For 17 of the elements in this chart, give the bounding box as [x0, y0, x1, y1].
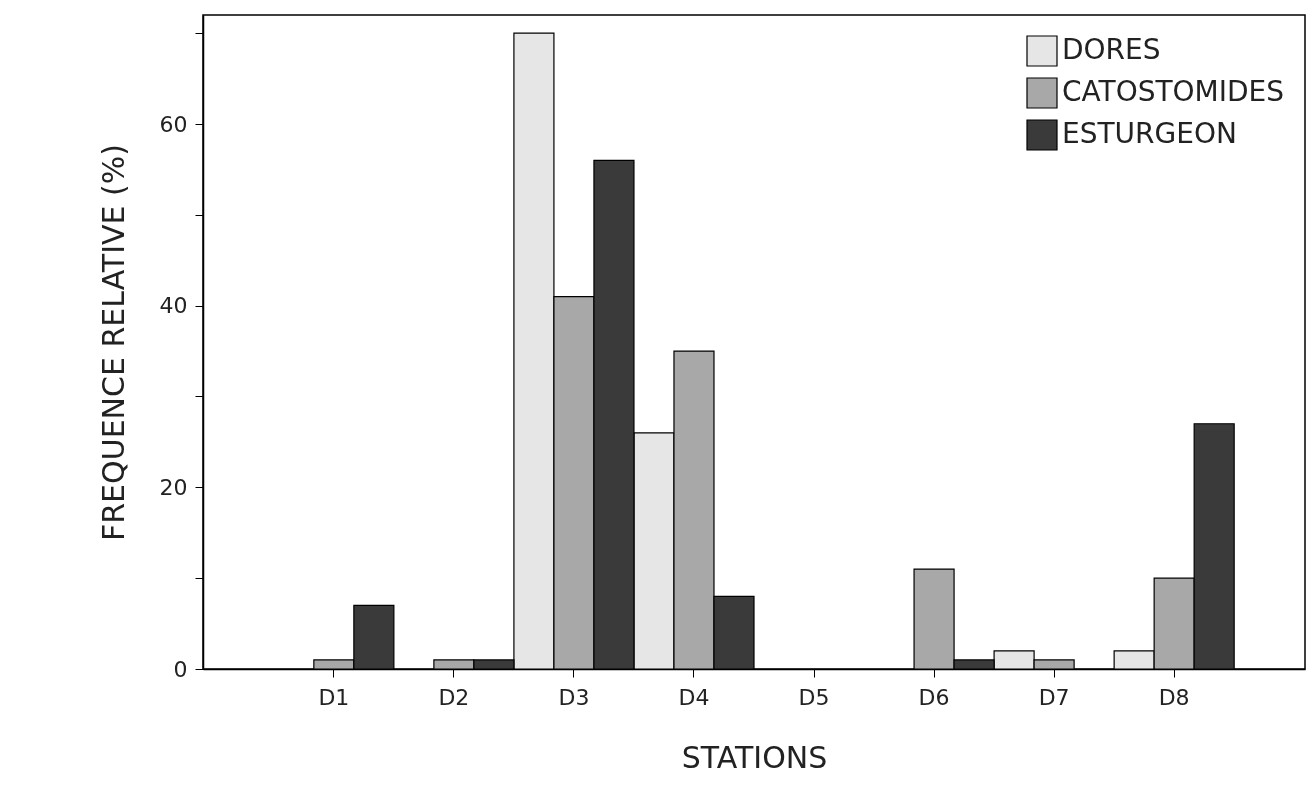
legend-label: DORES [1062, 33, 1161, 66]
x-tick-label: D2 [438, 684, 470, 710]
x-tick-label: D7 [1038, 684, 1070, 710]
x-axis-title: STATIONS [681, 739, 828, 775]
x-tick-label: D3 [558, 684, 590, 710]
y-tick-label: 20 [159, 474, 188, 500]
y-tick-label: 0 [173, 656, 188, 682]
x-tick-label: D5 [798, 684, 830, 710]
y-tick-label: 40 [159, 293, 188, 319]
legend-label: ESTURGEON [1062, 117, 1237, 150]
x-tick-label: D4 [678, 684, 710, 710]
y-axis-title: FREQUENCE RELATIVE (%) [95, 144, 131, 541]
x-tick-label: D1 [318, 684, 350, 710]
x-tick-label: D6 [918, 684, 950, 710]
legend-label: CATOSTOMIDES [1062, 75, 1285, 108]
y-tick-label: 60 [159, 111, 188, 137]
x-tick-label: D8 [1158, 684, 1190, 710]
